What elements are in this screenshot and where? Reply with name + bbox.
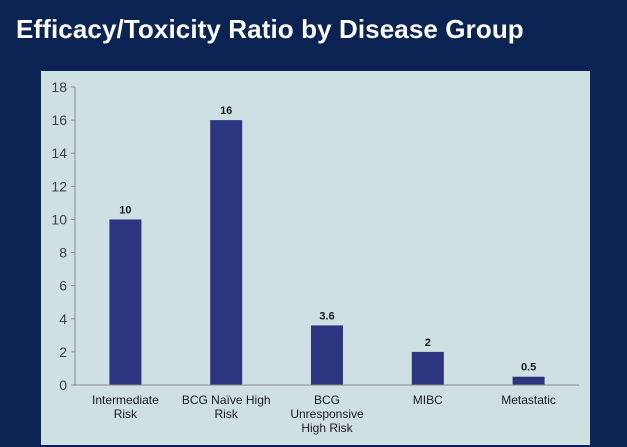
bar bbox=[311, 325, 343, 385]
x-category-label-line: Risk bbox=[114, 407, 138, 421]
y-tick-label: 4 bbox=[59, 311, 67, 327]
x-category-label-line: Unresponsive bbox=[290, 407, 364, 421]
slide-title: Efficacy/Toxicity Ratio by Disease Group bbox=[16, 14, 524, 44]
x-category-label: MIBC bbox=[413, 393, 443, 407]
data-labels-group: 10 16 3.6 2 0.5 bbox=[119, 105, 536, 374]
y-tick-label: 6 bbox=[59, 278, 67, 294]
bars-group bbox=[109, 120, 545, 385]
bar-value-label: 2 bbox=[425, 337, 431, 349]
x-category-label-line: Risk bbox=[215, 407, 239, 421]
bar-value-label: 16 bbox=[220, 105, 232, 117]
x-category-label: BCG Unresponsive High Risk bbox=[290, 393, 364, 435]
x-category-label: Metastatic bbox=[501, 393, 556, 407]
bar-value-label: 0.5 bbox=[521, 362, 536, 374]
bar-chart: 0 2 4 6 8 10 12 14 16 18 10 16 3.6 2 0.5 Intermediate… bbox=[51, 79, 579, 435]
y-tick-label: 8 bbox=[59, 245, 67, 261]
x-category-label-line: High Risk bbox=[301, 421, 353, 435]
bar-value-label: 10 bbox=[119, 204, 131, 216]
x-category-label: BCG Naïve High Risk bbox=[182, 393, 271, 421]
y-tick-label: 16 bbox=[51, 112, 67, 128]
y-axis-group: 0 2 4 6 8 10 12 14 16 18 bbox=[51, 79, 76, 393]
x-category-label-line: BCG bbox=[314, 393, 340, 407]
chart-panel: 0 2 4 6 8 10 12 14 16 18 10 16 3.6 2 0.5 Intermediate… bbox=[41, 71, 590, 445]
bar bbox=[109, 219, 142, 385]
y-tick-label: 14 bbox=[51, 145, 67, 161]
y-tick-label: 12 bbox=[51, 178, 67, 194]
x-category-label-line: Intermediate bbox=[92, 393, 159, 407]
x-category-label-line: Metastatic bbox=[501, 393, 556, 407]
x-category-label: Intermediate Risk bbox=[92, 393, 159, 421]
x-category-label-line: MIBC bbox=[413, 393, 443, 407]
x-category-label-line: BCG Naïve High bbox=[182, 393, 271, 407]
bar-value-label: 3.6 bbox=[319, 310, 334, 322]
y-tick-label: 18 bbox=[51, 79, 67, 95]
bar bbox=[512, 376, 545, 385]
y-tick-label: 10 bbox=[51, 211, 67, 227]
y-tick-label: 2 bbox=[59, 344, 67, 360]
y-tick-label: 0 bbox=[59, 377, 67, 393]
bar bbox=[411, 351, 444, 385]
bar bbox=[210, 120, 243, 385]
